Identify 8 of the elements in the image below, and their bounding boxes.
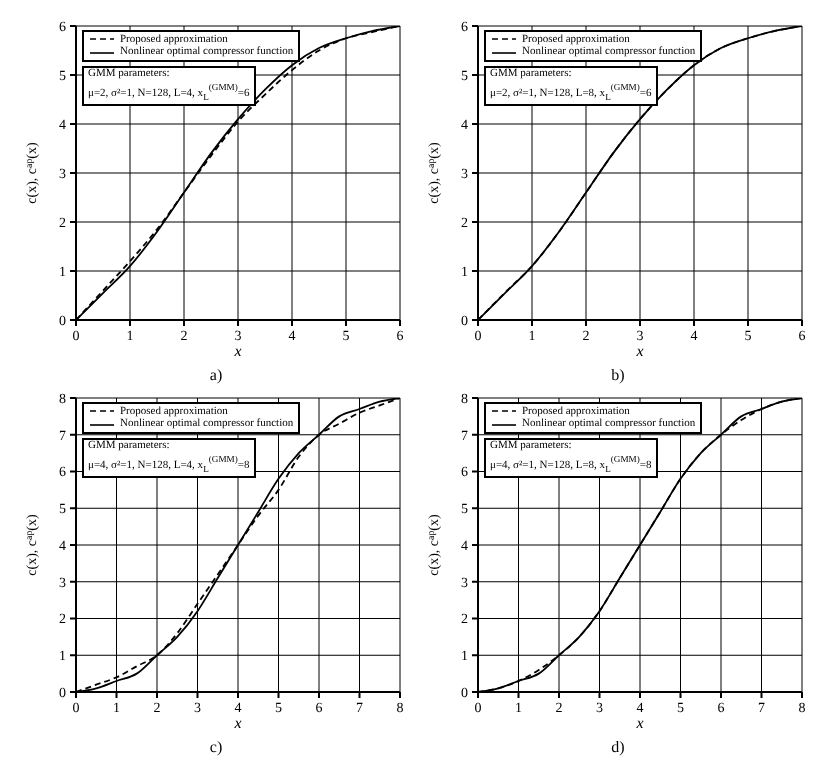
- text: b): [609, 366, 627, 384]
- text: c): [207, 738, 225, 756]
- text: d): [609, 738, 627, 756]
- x-axis-title: x: [232, 342, 243, 360]
- x-axis-title: x: [634, 342, 645, 360]
- x-axis-title: x: [634, 714, 645, 732]
- x-axis-title: x: [232, 714, 243, 732]
- text: a): [207, 366, 225, 384]
